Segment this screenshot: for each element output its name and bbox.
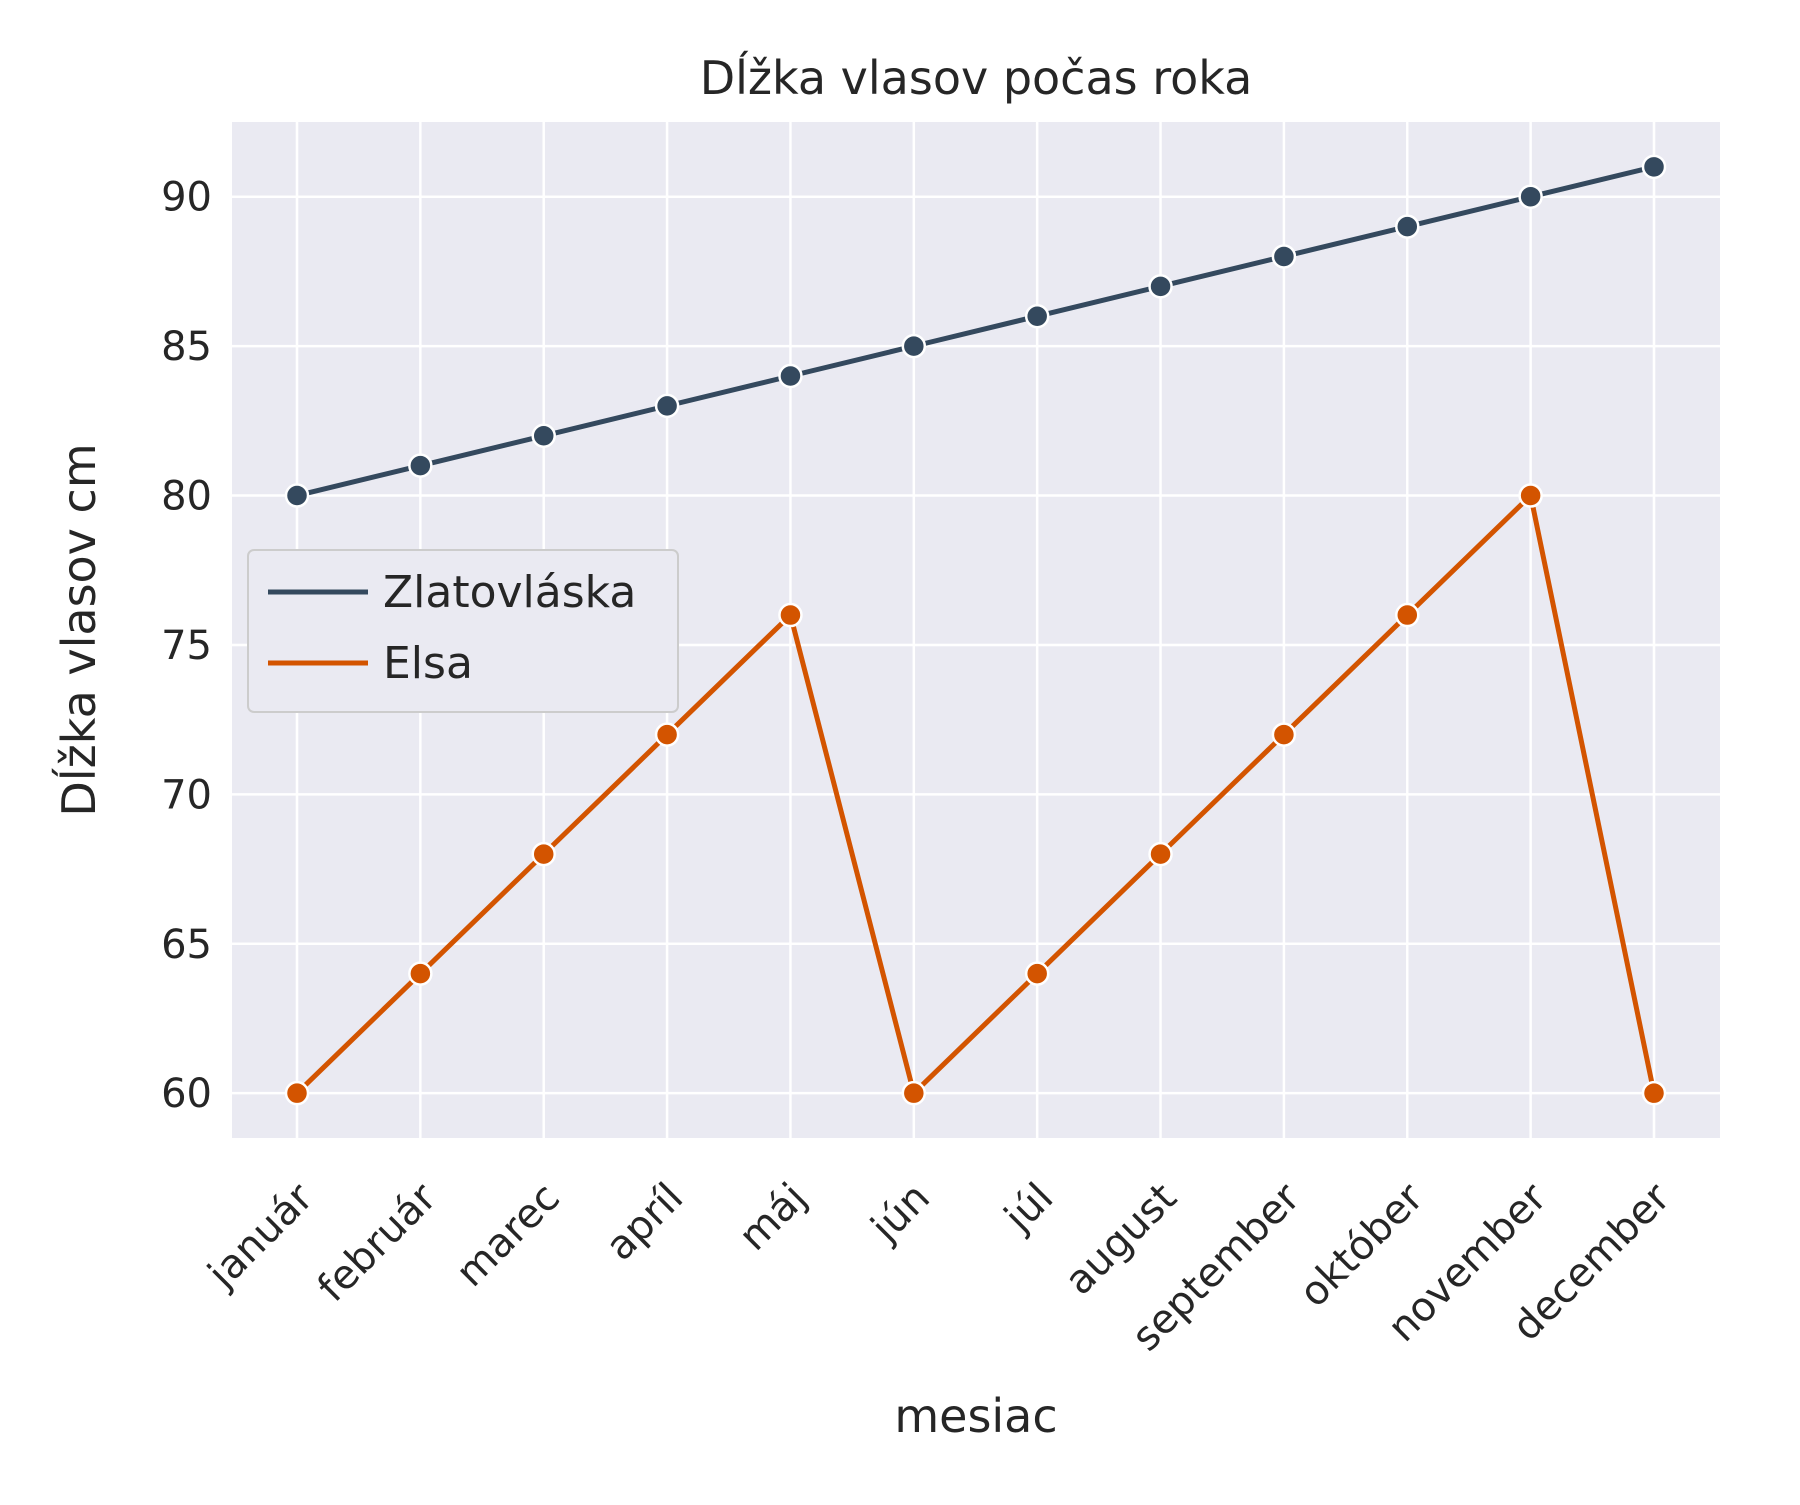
data-point-elsa [1641,1080,1667,1106]
data-point-zlatovlaska [1148,274,1173,299]
data-point-zlatovlaska [1641,154,1667,180]
data-point-elsa [1148,841,1173,867]
series-line-zlatovlaska [296,164,1655,498]
data-point-zlatovlaska [1024,303,1050,329]
x-tick-label: máj [730,1175,815,1260]
data-point-zlatovlaska [408,453,433,478]
data-point-zlatovlaska [901,333,927,359]
x-tick-label: február [309,1174,446,1311]
data-point-elsa [408,961,433,986]
legend-label-elsa: Elsa [383,638,473,689]
data-point-elsa [1518,483,1543,508]
legend-label-zlatovlaska: Zlatovláska [383,567,636,618]
series-lines [284,154,1667,1106]
chart-title: Dĺžka vlasov počas roka [700,51,1253,105]
data-point-elsa [1271,722,1297,747]
y-tick-label: 90 [161,175,212,221]
legend: Zlatovláska Elsa [247,549,679,713]
y-axis-label: Dĺžka vlasov cm [52,443,106,816]
y-tick-label: 80 [161,474,212,520]
data-point-elsa [1395,602,1420,628]
series-line-elsa [295,493,1657,1096]
data-point-elsa [654,722,680,747]
x-tick-label: apríl [597,1175,692,1270]
x-axis-label: mesiac [894,1389,1057,1443]
y-tick-label: 65 [161,922,212,968]
y-tick-label: 60 [161,1071,212,1117]
data-point-elsa [531,841,556,867]
y-tick-label: 70 [161,772,212,818]
data-point-zlatovlaska [284,483,310,508]
data-point-zlatovlaska [1518,184,1543,209]
data-point-elsa [778,602,803,628]
data-point-elsa [901,1080,927,1106]
data-point-elsa [284,1080,310,1106]
data-point-zlatovlaska [1395,214,1420,239]
y-tick-label: 85 [161,324,212,370]
x-tick-label: marec [447,1175,568,1296]
data-point-zlatovlaska [778,363,803,389]
y-tick-label: 75 [161,623,212,669]
x-tick-label: júl [995,1175,1062,1242]
data-point-zlatovlaska [654,393,680,419]
data-point-zlatovlaska [1271,244,1297,269]
data-point-elsa [1024,961,1050,986]
data-point-zlatovlaska [531,423,556,449]
x-tick-label: jún [862,1175,939,1252]
x-tick-label: január [199,1174,323,1298]
